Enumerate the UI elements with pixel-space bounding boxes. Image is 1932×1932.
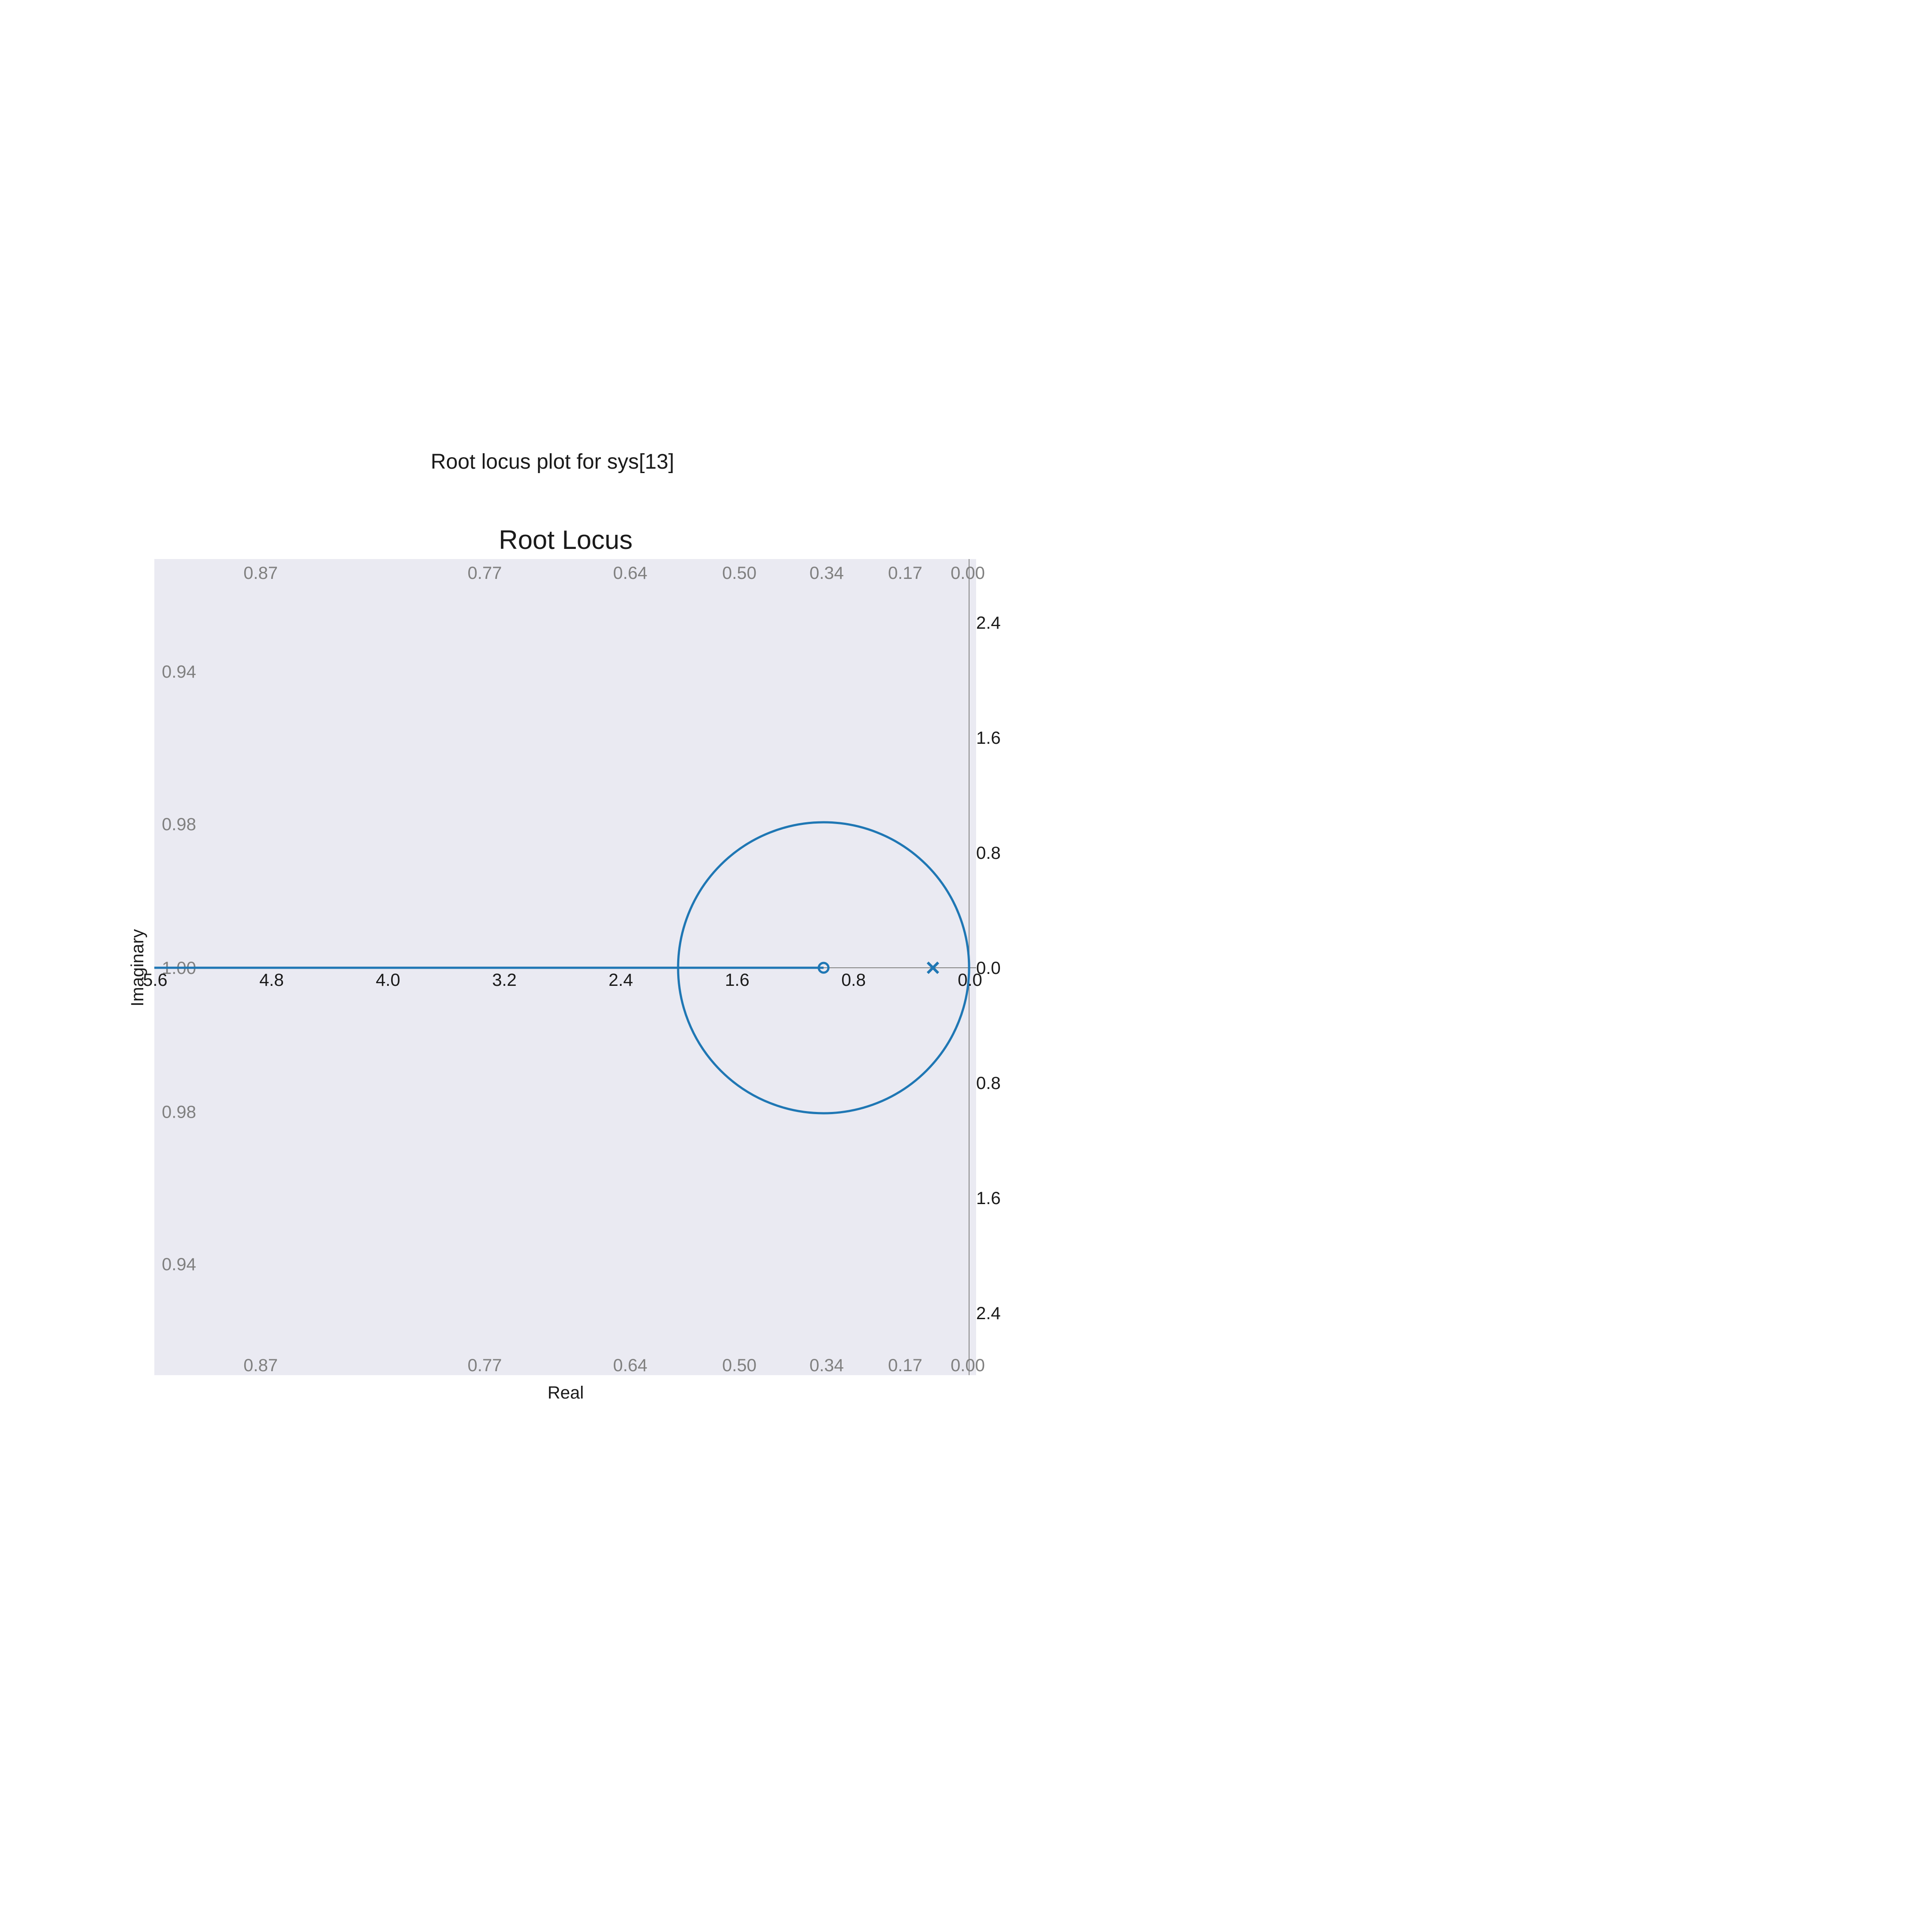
damping-ratio-labels: 0.87 0.77 0.64 0.50 0.34 0.17 0.00 0.87 0.77 0.64…: [162, 563, 985, 1375]
y-tick-label: 0.0: [976, 959, 1001, 978]
y-tick-label: 0.8: [976, 843, 1001, 863]
damping-label-bottom: 0.17: [888, 1356, 922, 1375]
damping-label-top: 0.77: [467, 563, 502, 583]
y-tick-label: 0.8: [976, 1074, 1001, 1093]
damping-label-left: 0.98: [162, 815, 196, 834]
damping-label-bottom: 0.50: [722, 1356, 757, 1375]
y-tick-label: 2.4: [976, 613, 1001, 633]
damping-label-top: 0.87: [243, 563, 278, 583]
zero-marker: [817, 962, 830, 974]
damping-label-left: 0.94: [162, 662, 196, 682]
y-axis-label: Imaginary: [128, 929, 147, 1007]
damping-label-left: 0.98: [162, 1102, 196, 1122]
x-tick-label: 1.6: [725, 970, 750, 990]
damping-label-bottom: 0.77: [467, 1356, 502, 1375]
y-tick-label: 1.6: [976, 728, 1001, 748]
pole-marker: [926, 961, 940, 974]
locus-series: [154, 821, 970, 1115]
figure-suptitle: Root locus plot for sys[13]: [431, 450, 674, 474]
x-tick-label: 4.8: [259, 970, 284, 990]
damping-label-top: 0.64: [613, 563, 647, 583]
chart-title: Root Locus: [499, 525, 633, 555]
axis-ticks: 5.6 4.8 4.0 3.2 2.4 1.6 0.8 0.0 2.4 1.6 0.8 0.0 0.8 1…: [143, 613, 1000, 1323]
pole-zero-markers: [817, 961, 940, 974]
x-tick-label: 4.0: [376, 970, 400, 990]
y-tick-label: 2.4: [976, 1304, 1001, 1323]
x-tick-label: 3.2: [492, 970, 517, 990]
y-tick-label: 1.6: [976, 1189, 1001, 1208]
x-axis-label: Real: [548, 1383, 584, 1402]
x-tick-label: 0.8: [841, 970, 866, 990]
damping-label-top: 0.50: [722, 563, 757, 583]
x-tick-label: 5.6: [143, 970, 168, 990]
damping-label-bottom: 0.00: [951, 1356, 985, 1375]
pole-marker-stroke-b: [926, 961, 940, 974]
damping-label-top: 0.17: [888, 563, 922, 583]
damping-label-left: 0.94: [162, 1255, 196, 1274]
damping-label-bottom: 0.87: [243, 1356, 278, 1375]
damping-label-bottom: 0.34: [809, 1356, 844, 1375]
x-tick-label: 2.4: [608, 970, 633, 990]
damping-label-top: 0.00: [951, 563, 985, 583]
x-tick-label: 0.0: [958, 970, 982, 990]
damping-label-bottom: 0.64: [613, 1356, 647, 1375]
damping-label-top: 0.34: [809, 563, 844, 583]
